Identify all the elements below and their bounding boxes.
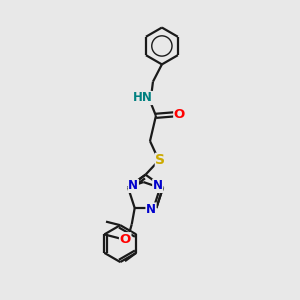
Text: HN: HN	[133, 92, 152, 104]
Text: S: S	[155, 153, 165, 167]
Text: N: N	[146, 203, 156, 216]
Text: O: O	[120, 233, 131, 246]
Text: N: N	[128, 179, 138, 192]
Text: N: N	[153, 179, 163, 192]
Text: O: O	[174, 108, 185, 121]
